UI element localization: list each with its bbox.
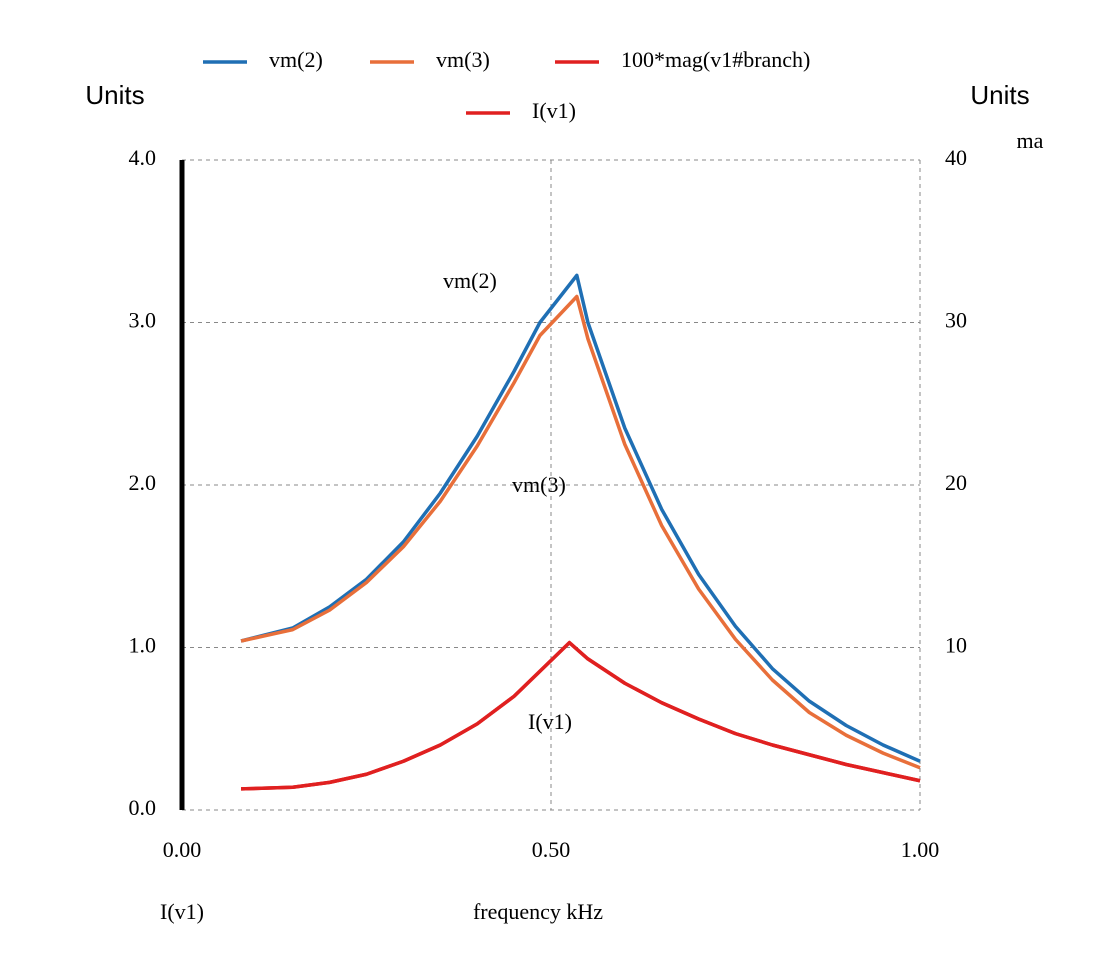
legend-label: vm(2) [269,47,323,72]
x-tick-label: 1.00 [901,837,940,862]
y-axis-label: Units [85,80,144,110]
series-line [240,294,921,770]
y2-unit: ma [1017,128,1044,153]
x-tick-label: 0.00 [163,837,202,862]
bottom-label: I(v1) [160,899,204,924]
y-tick-label: 3.0 [129,308,157,333]
y-tick-label: 2.0 [129,470,157,495]
annotation: vm(2) [443,268,497,293]
x-tick-label: 0.50 [532,837,571,862]
legend-label: vm(3) [436,47,490,72]
y2-tick-label: 20 [945,470,967,495]
y2-axis-label: Units [970,80,1029,110]
series-line [240,273,921,763]
series-line [240,640,921,791]
y-tick-label: 1.0 [129,633,157,658]
annotation: I(v1) [528,709,572,734]
annotation: vm(3) [512,472,566,497]
y-tick-label: 0.0 [129,795,157,820]
series-line [240,640,921,791]
y2-tick-label: 30 [945,308,967,333]
y2-tick-label: 10 [945,633,967,658]
y-tick-label: 4.0 [129,145,157,170]
x-axis-label: frequency kHz [473,899,603,924]
legend-label: I(v1) [532,98,576,123]
legend-label: 100*mag(v1#branch) [621,47,810,72]
y2-tick-label: 40 [945,145,967,170]
